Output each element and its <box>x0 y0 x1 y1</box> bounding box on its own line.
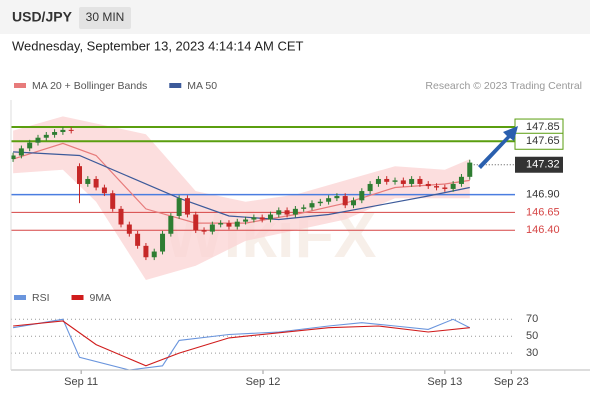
candle-body <box>151 251 157 258</box>
candle-body <box>60 129 66 133</box>
candle-body <box>251 217 257 220</box>
y-tick-label: 50 <box>526 330 538 342</box>
candle-body <box>458 176 464 184</box>
price-label: 146.40 <box>526 224 560 236</box>
candle-body <box>326 198 332 202</box>
candle-body <box>400 180 406 184</box>
candle-body <box>284 210 290 215</box>
legend-label: 9MA <box>90 292 112 304</box>
candle-body <box>267 214 273 220</box>
candle-body <box>301 207 307 209</box>
price-tag <box>514 132 564 150</box>
candle-body <box>110 193 116 209</box>
candle-body <box>367 183 373 192</box>
candle-body <box>85 178 91 184</box>
price-tag <box>515 156 563 173</box>
x-tick-label: Sep 13 <box>427 376 462 388</box>
price-label: 146.90 <box>526 189 560 201</box>
candle-body <box>243 219 249 222</box>
price-label: 147.32 <box>526 159 560 171</box>
candle-body <box>392 180 398 182</box>
candle-body <box>450 183 456 189</box>
timeframe-tab[interactable] <box>79 7 131 29</box>
candle-body <box>342 196 348 206</box>
candle-body <box>442 187 448 189</box>
legend-swatch <box>169 83 182 88</box>
candle-body <box>43 134 49 138</box>
candle-body <box>409 178 415 184</box>
candle-body <box>375 178 381 184</box>
x-tick-label: Sep 12 <box>246 376 281 388</box>
candle-body <box>68 129 74 131</box>
candle-body <box>226 223 232 227</box>
indicator-line <box>13 318 471 371</box>
legend-label: MA 50 <box>187 80 217 92</box>
candle-body <box>168 215 174 234</box>
candle-body <box>384 178 390 182</box>
legend-swatch <box>14 83 26 88</box>
candle-body <box>18 148 24 156</box>
legend-label: RSI <box>32 292 50 304</box>
candle-body <box>417 178 423 184</box>
candle-body <box>126 224 132 234</box>
candle-body <box>201 230 207 232</box>
datetime: Wednesday, September 13, 2023 4:14:14 AM… <box>12 38 304 53</box>
credit: Research © 2023 Trading Central <box>425 80 582 92</box>
indicator-line <box>13 320 470 367</box>
candle-body <box>292 208 298 215</box>
candle-body <box>77 166 83 184</box>
x-tick-label: Sep 11 <box>64 376 98 388</box>
symbol: USD/JPY <box>12 9 73 25</box>
candle-body <box>234 221 240 227</box>
candle-body <box>143 245 149 258</box>
candle-body <box>135 233 141 246</box>
candle-body <box>317 201 323 204</box>
candle-body <box>118 208 124 225</box>
candle-body <box>176 198 182 216</box>
legend-swatch <box>14 295 26 300</box>
candle-body <box>359 191 365 201</box>
y-tick-label: 30 <box>526 347 538 359</box>
x-tick-label: Sep 23 <box>494 376 529 388</box>
y-tick-label: 70 <box>526 313 538 325</box>
candle-body <box>35 137 41 143</box>
candle-body <box>259 217 265 220</box>
forecast-arrow <box>478 126 518 169</box>
bollinger-band <box>13 116 470 281</box>
price-label: 147.85 <box>526 121 560 133</box>
candle-body <box>351 200 357 206</box>
candle-body <box>52 132 58 135</box>
candle-body <box>193 214 199 231</box>
legend-swatch <box>71 295 84 300</box>
candle-body <box>309 203 315 208</box>
price-label: 146.65 <box>526 206 560 218</box>
candle-body <box>218 223 224 225</box>
candle-body <box>434 186 440 188</box>
candle-body <box>160 233 166 252</box>
candle-body <box>93 178 99 188</box>
candle-body <box>467 162 473 177</box>
candle-body <box>334 196 340 199</box>
candle-body <box>27 142 33 149</box>
legend-label: MA 20 + Bollinger Bands <box>32 80 147 92</box>
price-label: 147.65 <box>526 135 560 147</box>
candle-body <box>425 183 431 187</box>
timeframe[interactable]: 30 MIN <box>86 10 125 24</box>
candle-body <box>101 187 107 194</box>
candle-body <box>276 210 282 215</box>
candle-body <box>209 224 215 232</box>
candle-body <box>184 198 190 215</box>
candle-body <box>10 155 16 160</box>
